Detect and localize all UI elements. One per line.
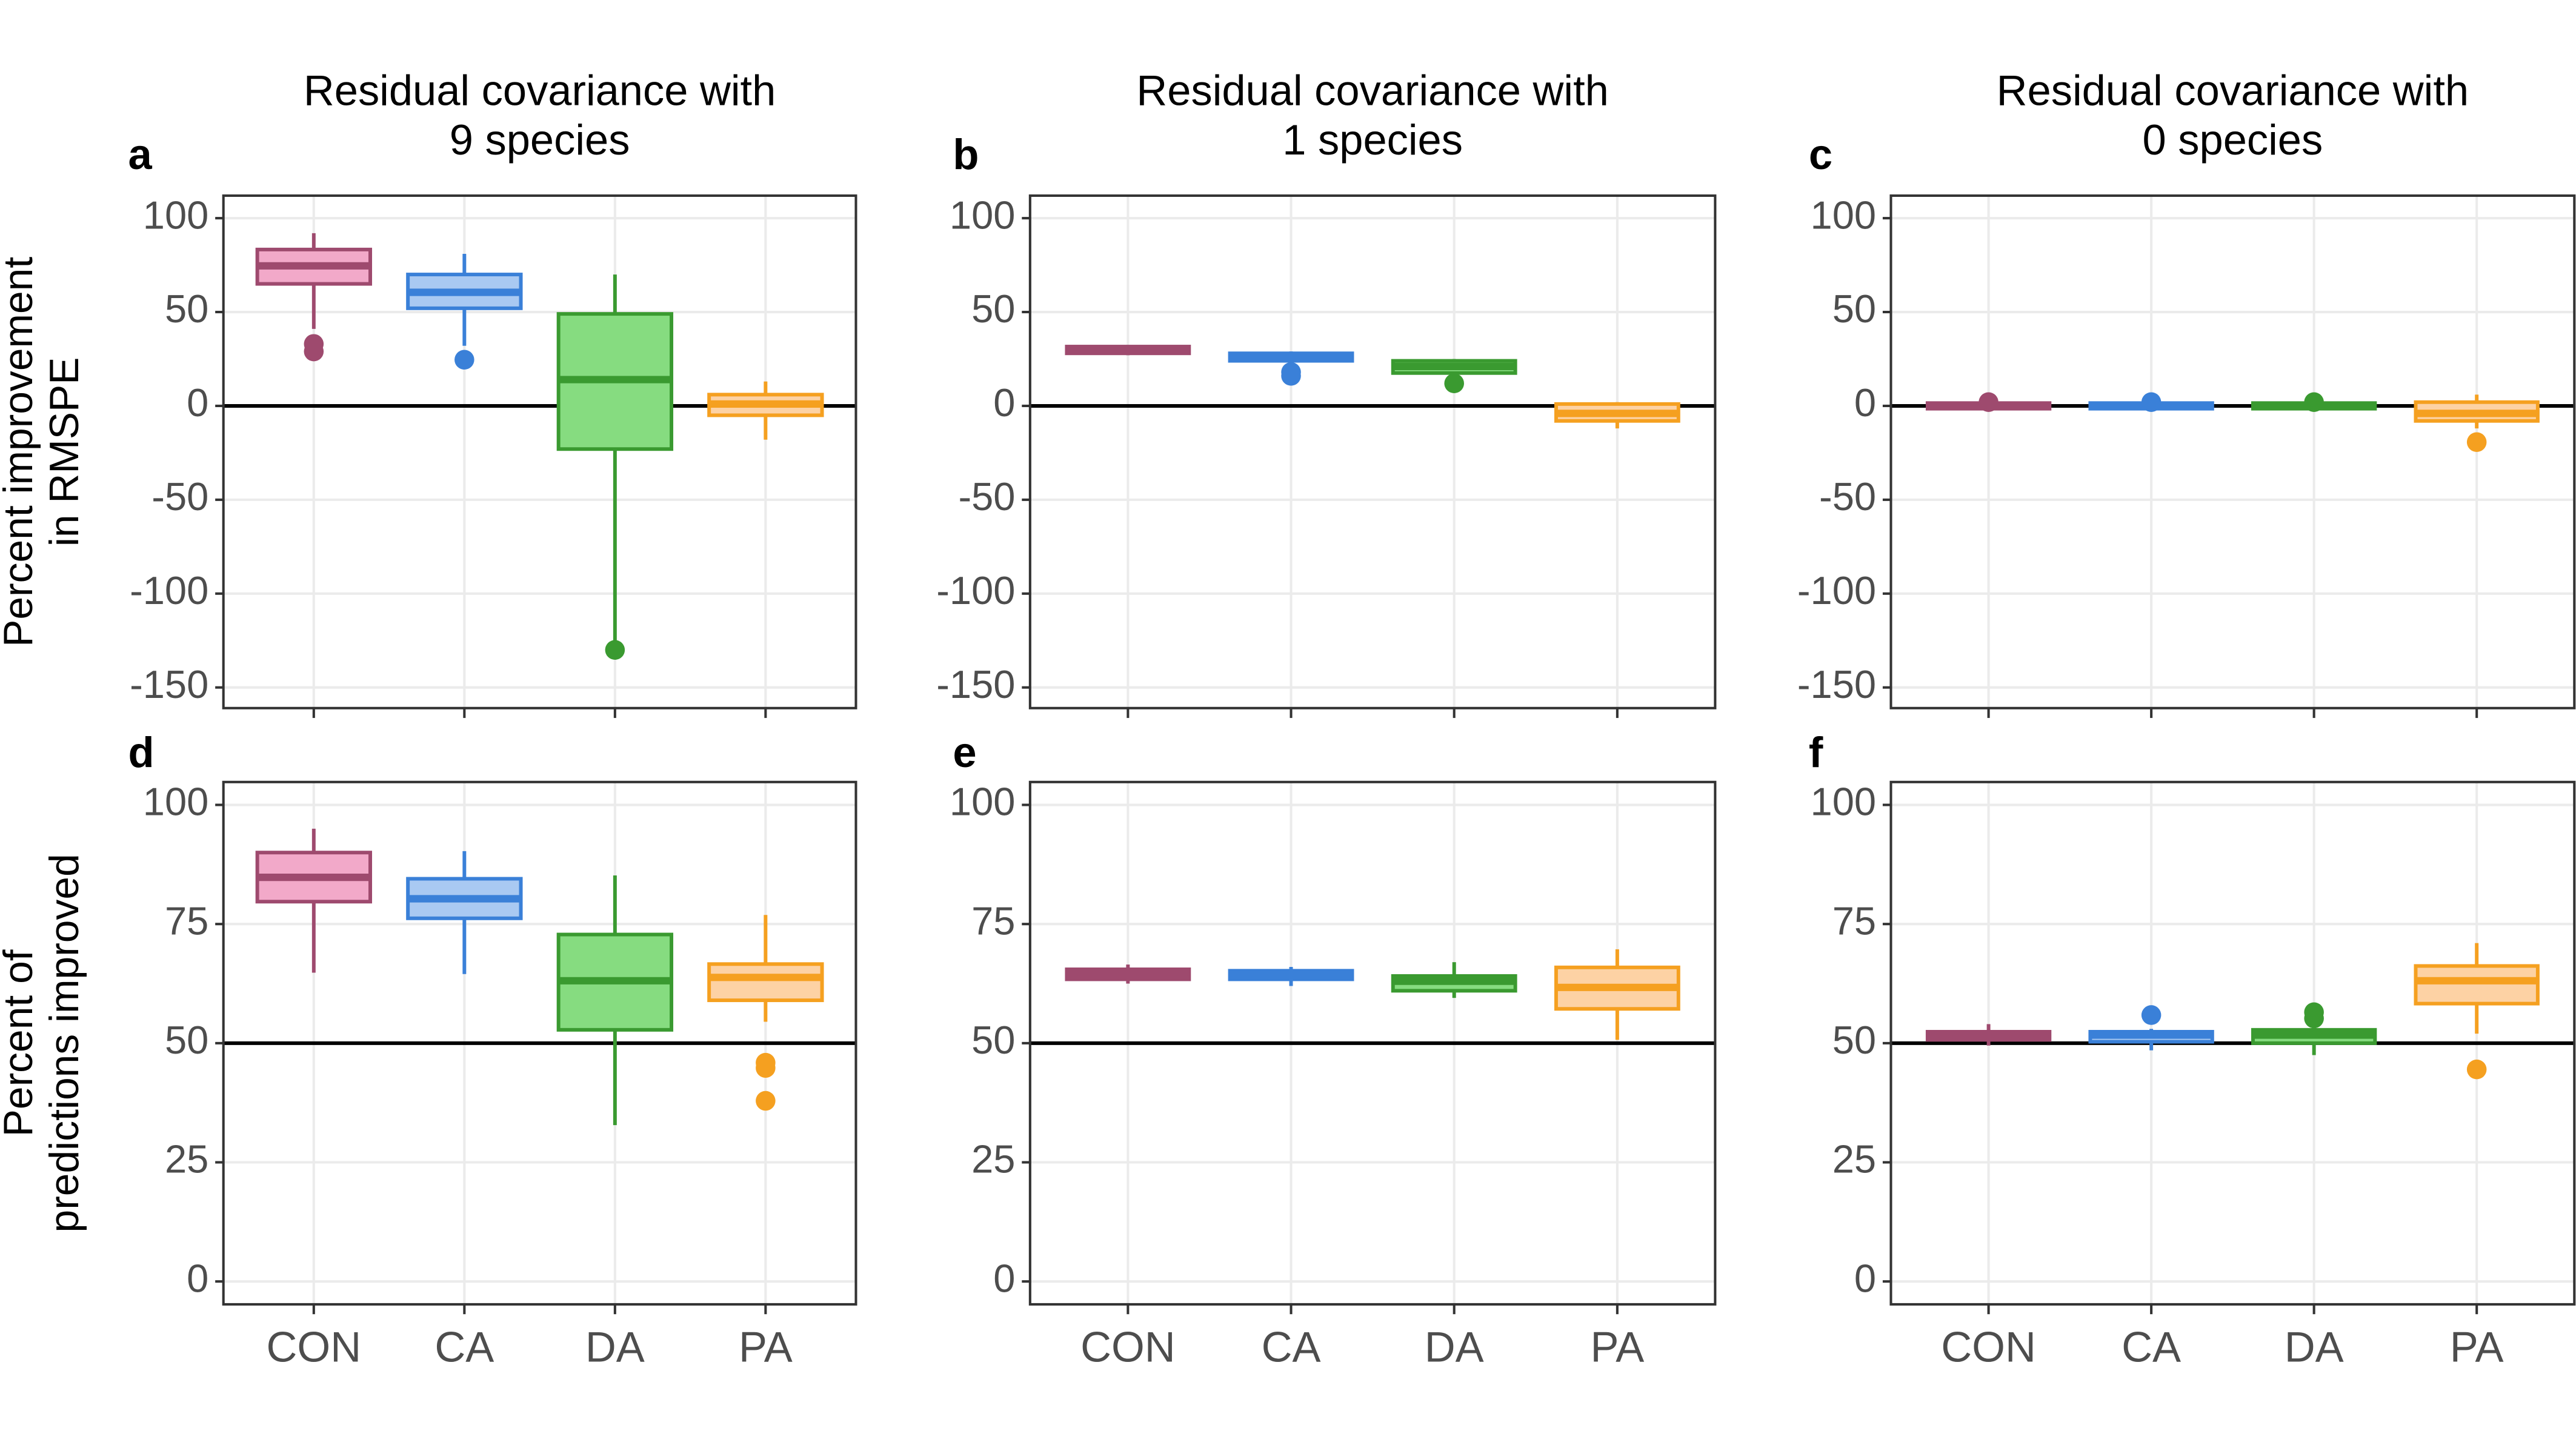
x-tick-label: DA bbox=[2285, 1323, 2344, 1370]
x-tick-label: CA bbox=[2122, 1323, 2181, 1370]
outlier bbox=[2141, 392, 2162, 413]
y-tick-label: -100 bbox=[936, 568, 1015, 613]
outlier bbox=[756, 1058, 776, 1078]
y-tick-label: 0 bbox=[1854, 380, 1876, 425]
plot-border bbox=[1889, 780, 2576, 1306]
y-axis-label: Percent improvement bbox=[0, 257, 41, 647]
panel-title: 9 species bbox=[450, 116, 630, 164]
plot-border bbox=[1889, 194, 2576, 709]
y-tick-label: 50 bbox=[971, 1018, 1015, 1062]
outlier bbox=[2141, 1005, 2162, 1025]
x-tick-label: DA bbox=[1425, 1323, 1484, 1370]
outlier bbox=[2466, 1059, 2487, 1080]
y-tick-label: 75 bbox=[971, 898, 1015, 943]
y-axis-label: Percent of bbox=[0, 949, 41, 1137]
x-tick-label: CON bbox=[1941, 1323, 2036, 1370]
y-tick-label: -100 bbox=[130, 568, 208, 613]
y-tick-label: -50 bbox=[958, 474, 1015, 519]
y-tick-label: -50 bbox=[151, 474, 208, 519]
y-tick-label: 0 bbox=[187, 1256, 208, 1300]
x-tick-label: DA bbox=[585, 1323, 645, 1370]
x-tick-label: CA bbox=[434, 1323, 494, 1370]
y-tick-label: 50 bbox=[971, 287, 1015, 331]
outlier bbox=[304, 341, 324, 362]
panel-label: d bbox=[128, 728, 154, 776]
panel-label: a bbox=[128, 130, 152, 178]
y-tick-label: -150 bbox=[130, 662, 208, 706]
y-tick-label: 100 bbox=[950, 193, 1016, 237]
y-tick-label: 100 bbox=[950, 780, 1016, 824]
y-tick-label: 25 bbox=[165, 1137, 208, 1181]
panel-title: 0 species bbox=[2143, 116, 2323, 164]
box bbox=[2414, 964, 2540, 1006]
y-tick-label: 0 bbox=[1854, 1256, 1876, 1300]
y-tick-label: 100 bbox=[1811, 780, 1877, 824]
x-tick-label: PA bbox=[1590, 1323, 1644, 1370]
y-tick-label: 50 bbox=[1832, 1018, 1876, 1062]
panel-title: 1 species bbox=[1282, 116, 1463, 164]
box bbox=[707, 962, 824, 1003]
outlier bbox=[454, 350, 474, 370]
y-tick-label: 75 bbox=[165, 898, 208, 943]
y-tick-label: 25 bbox=[971, 1137, 1015, 1181]
outlier bbox=[605, 640, 625, 660]
y-tick-label: 0 bbox=[187, 380, 208, 425]
panel-title: Residual covariance with bbox=[1136, 66, 1608, 114]
y-tick-label: 75 bbox=[1832, 898, 1876, 943]
x-tick-label: CON bbox=[1080, 1323, 1176, 1370]
x-tick-label: PA bbox=[739, 1323, 793, 1370]
y-tick-label: 50 bbox=[1832, 287, 1876, 331]
y-tick-label: 50 bbox=[165, 1018, 208, 1062]
x-tick-label: CA bbox=[1262, 1323, 1321, 1370]
panel-title: Residual covariance with bbox=[304, 66, 776, 114]
panel-title: Residual covariance with bbox=[1997, 66, 2469, 114]
y-tick-label: 100 bbox=[1811, 193, 1877, 237]
y-tick-label: 0 bbox=[993, 380, 1015, 425]
y-tick-label: -50 bbox=[1819, 474, 1876, 519]
x-tick-label: PA bbox=[2450, 1323, 2504, 1370]
plot-border bbox=[1028, 194, 1717, 709]
panel-label: e bbox=[953, 728, 976, 776]
plot-border bbox=[222, 780, 857, 1306]
y-tick-label: -150 bbox=[936, 662, 1015, 706]
outlier bbox=[756, 1091, 776, 1111]
plot-border bbox=[222, 194, 857, 709]
y-tick-label: 0 bbox=[993, 1256, 1015, 1300]
y-tick-label: -100 bbox=[1797, 568, 1876, 613]
x-tick-label: CON bbox=[267, 1323, 362, 1370]
y-tick-label: 100 bbox=[143, 193, 209, 237]
y-axis-label: predictions improved bbox=[42, 854, 87, 1232]
y-tick-label: 25 bbox=[1832, 1137, 1876, 1181]
y-tick-label: 50 bbox=[165, 287, 208, 331]
outlier bbox=[2304, 1008, 2324, 1029]
outlier bbox=[2466, 432, 2487, 453]
y-axis-label: in RMSPE bbox=[42, 357, 87, 547]
panel-label: c bbox=[1809, 130, 1832, 178]
y-tick-label: -150 bbox=[1797, 662, 1876, 706]
panel-label: f bbox=[1809, 728, 1823, 776]
outlier bbox=[2304, 392, 2324, 413]
outlier bbox=[1281, 366, 1301, 386]
plot-border bbox=[1028, 780, 1717, 1306]
y-tick-label: 100 bbox=[143, 780, 209, 824]
outlier bbox=[1979, 392, 1999, 413]
panel-label: b bbox=[953, 130, 979, 178]
outlier bbox=[1444, 373, 1464, 394]
